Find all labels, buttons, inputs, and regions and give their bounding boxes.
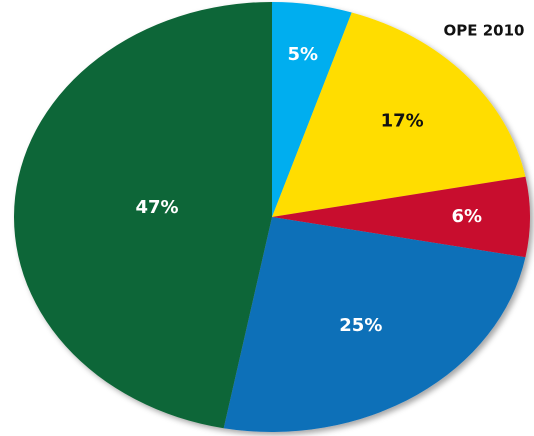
pie (13, 2, 531, 432)
pie-slice (272, 2, 352, 217)
pie-slice (272, 176, 531, 258)
chart-title: OPE 2010 (444, 22, 525, 40)
data-label: 17% (381, 110, 424, 131)
data-label: 25% (339, 315, 382, 336)
pie-slice (272, 12, 526, 218)
pie-slice (223, 217, 526, 432)
data-label: 6% (452, 206, 483, 227)
data-label: 47% (136, 197, 179, 218)
data-label: 5% (287, 44, 318, 65)
pie-slice (13, 2, 272, 429)
